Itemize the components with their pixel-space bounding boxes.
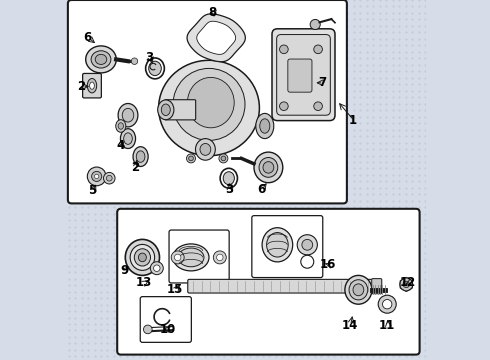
Circle shape bbox=[400, 278, 413, 291]
Text: 12: 12 bbox=[400, 276, 416, 289]
Text: 6: 6 bbox=[257, 183, 265, 195]
Text: 8: 8 bbox=[208, 6, 217, 19]
FancyBboxPatch shape bbox=[188, 279, 381, 293]
Ellipse shape bbox=[189, 156, 194, 161]
Circle shape bbox=[280, 102, 288, 111]
Ellipse shape bbox=[260, 119, 270, 133]
Ellipse shape bbox=[87, 78, 97, 93]
FancyBboxPatch shape bbox=[277, 35, 330, 115]
Circle shape bbox=[171, 251, 184, 264]
Circle shape bbox=[403, 281, 410, 288]
Text: 7: 7 bbox=[318, 76, 326, 89]
Text: 10: 10 bbox=[159, 323, 176, 336]
Text: 14: 14 bbox=[341, 319, 358, 332]
Ellipse shape bbox=[134, 249, 150, 266]
Circle shape bbox=[106, 175, 112, 181]
Text: 2: 2 bbox=[131, 161, 139, 174]
Text: 5: 5 bbox=[88, 184, 96, 197]
Ellipse shape bbox=[139, 253, 147, 262]
Circle shape bbox=[131, 58, 138, 64]
Ellipse shape bbox=[223, 172, 234, 185]
Ellipse shape bbox=[256, 113, 274, 139]
FancyBboxPatch shape bbox=[252, 216, 323, 278]
Ellipse shape bbox=[86, 46, 116, 73]
Ellipse shape bbox=[95, 54, 107, 64]
Ellipse shape bbox=[187, 154, 196, 163]
Text: 15: 15 bbox=[167, 283, 183, 296]
Circle shape bbox=[297, 235, 318, 255]
Ellipse shape bbox=[267, 233, 288, 257]
Circle shape bbox=[150, 262, 163, 275]
Ellipse shape bbox=[116, 120, 126, 132]
Ellipse shape bbox=[173, 244, 209, 271]
Ellipse shape bbox=[254, 152, 283, 183]
Ellipse shape bbox=[159, 60, 259, 156]
Ellipse shape bbox=[130, 244, 155, 270]
Circle shape bbox=[92, 171, 102, 181]
Text: 3: 3 bbox=[225, 183, 233, 195]
FancyBboxPatch shape bbox=[169, 230, 229, 283]
Ellipse shape bbox=[259, 158, 278, 177]
Ellipse shape bbox=[90, 82, 95, 89]
Ellipse shape bbox=[178, 248, 204, 267]
Text: 3: 3 bbox=[146, 51, 154, 64]
Ellipse shape bbox=[263, 162, 274, 173]
Circle shape bbox=[87, 167, 106, 186]
Circle shape bbox=[302, 239, 313, 250]
Text: 6: 6 bbox=[83, 31, 92, 44]
Text: 16: 16 bbox=[319, 258, 336, 271]
Ellipse shape bbox=[161, 104, 171, 116]
Polygon shape bbox=[197, 21, 236, 54]
Ellipse shape bbox=[173, 68, 245, 140]
FancyBboxPatch shape bbox=[140, 297, 192, 342]
Ellipse shape bbox=[91, 51, 111, 68]
FancyBboxPatch shape bbox=[117, 209, 419, 355]
Ellipse shape bbox=[123, 133, 132, 144]
Text: 1: 1 bbox=[349, 114, 357, 127]
Circle shape bbox=[314, 102, 322, 111]
Circle shape bbox=[103, 172, 115, 184]
Ellipse shape bbox=[219, 154, 228, 163]
Ellipse shape bbox=[196, 139, 215, 160]
Ellipse shape bbox=[187, 77, 234, 128]
Ellipse shape bbox=[118, 104, 138, 127]
Circle shape bbox=[310, 19, 320, 30]
Circle shape bbox=[314, 45, 322, 54]
Ellipse shape bbox=[133, 147, 148, 167]
Circle shape bbox=[213, 251, 226, 264]
Circle shape bbox=[383, 300, 392, 309]
Ellipse shape bbox=[200, 144, 211, 156]
FancyBboxPatch shape bbox=[165, 100, 196, 120]
Text: 4: 4 bbox=[117, 139, 125, 152]
FancyBboxPatch shape bbox=[288, 59, 312, 92]
Text: 13: 13 bbox=[136, 276, 152, 289]
Ellipse shape bbox=[262, 228, 293, 262]
Ellipse shape bbox=[122, 108, 134, 122]
Ellipse shape bbox=[125, 239, 160, 275]
Ellipse shape bbox=[118, 123, 123, 129]
FancyBboxPatch shape bbox=[272, 29, 335, 121]
Circle shape bbox=[378, 295, 396, 313]
Circle shape bbox=[280, 45, 288, 54]
FancyBboxPatch shape bbox=[83, 73, 101, 98]
FancyBboxPatch shape bbox=[372, 279, 382, 294]
Ellipse shape bbox=[136, 151, 145, 162]
Ellipse shape bbox=[148, 61, 161, 76]
FancyBboxPatch shape bbox=[68, 0, 347, 203]
Text: 2: 2 bbox=[77, 80, 85, 93]
Ellipse shape bbox=[158, 100, 174, 120]
Ellipse shape bbox=[221, 156, 226, 161]
Ellipse shape bbox=[121, 129, 136, 149]
Ellipse shape bbox=[349, 280, 368, 300]
Ellipse shape bbox=[345, 275, 372, 304]
Text: 11: 11 bbox=[379, 319, 395, 332]
Text: 9: 9 bbox=[120, 264, 128, 276]
Circle shape bbox=[174, 254, 181, 261]
Circle shape bbox=[144, 325, 152, 334]
Circle shape bbox=[95, 174, 99, 179]
Circle shape bbox=[153, 265, 160, 271]
Polygon shape bbox=[187, 14, 245, 62]
Circle shape bbox=[217, 254, 223, 261]
Ellipse shape bbox=[353, 284, 364, 296]
